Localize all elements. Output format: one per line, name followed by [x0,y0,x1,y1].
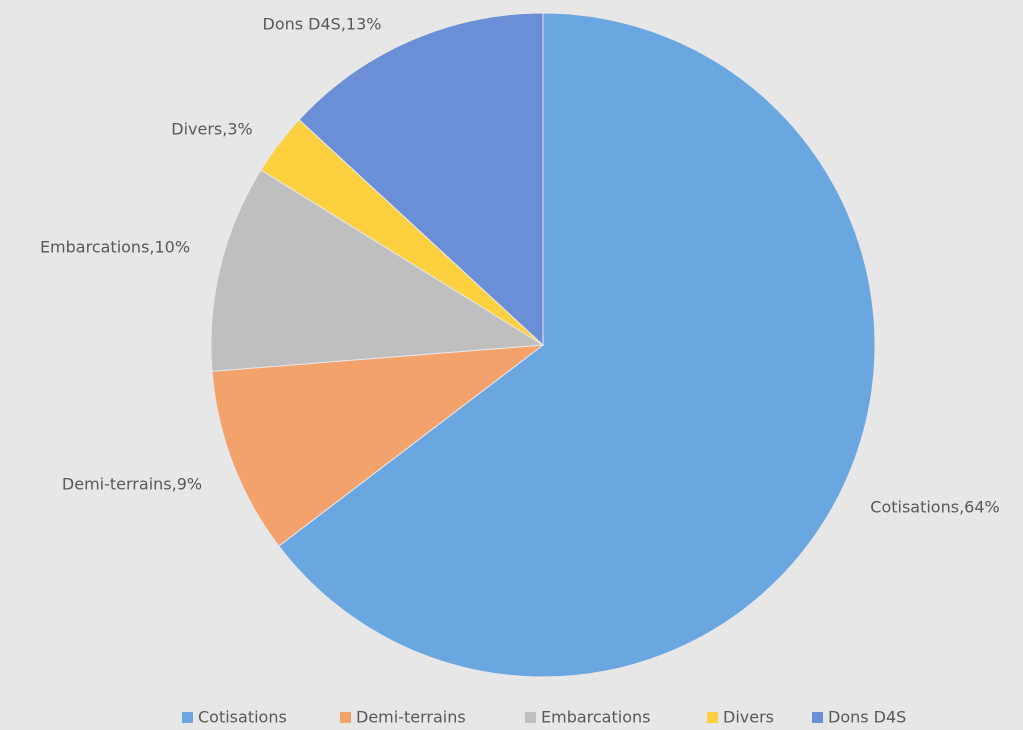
pie-slice [211,344,545,547]
legend-swatch [812,712,823,723]
legend-swatch [707,712,718,723]
legend-swatch [525,712,536,723]
legend-label: Embarcations [541,708,650,727]
pie-slice [210,169,545,372]
legend-label: Cotisations [198,708,287,727]
data-label: Cotisations,64% [870,498,999,517]
pie-slice [278,12,876,678]
data-label: Dons D4S,13% [263,15,382,34]
pie-slice [298,12,544,347]
legend-swatch [340,712,351,723]
legend-label: Divers [723,708,774,727]
legend-label: Demi-terrains [356,708,466,727]
data-label: Embarcations,10% [40,238,190,257]
legend-label: Dons D4S [828,708,906,727]
data-label: Divers,3% [171,120,252,139]
data-label: Demi-terrains,9% [62,475,202,494]
legend-swatch [182,712,193,723]
